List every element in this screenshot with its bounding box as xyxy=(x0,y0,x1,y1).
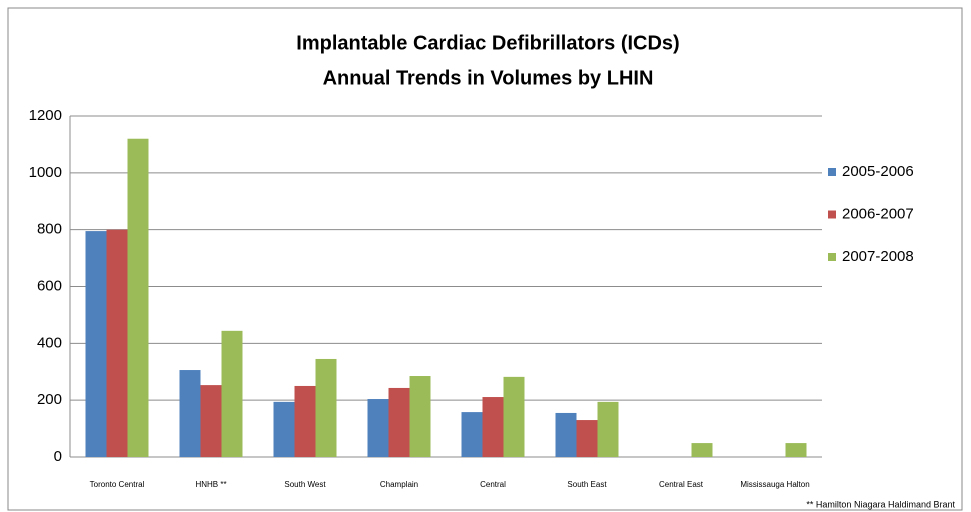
x-tick-label: Central xyxy=(480,480,506,489)
bar xyxy=(482,397,504,457)
x-tick-label: South West xyxy=(284,480,326,489)
x-tick-label: Mississauga Halton xyxy=(740,480,809,489)
y-tick-label: 800 xyxy=(37,221,62,238)
bar xyxy=(200,385,222,457)
bar xyxy=(273,401,295,457)
y-tick-label: 0 xyxy=(54,448,62,465)
bar xyxy=(785,443,807,457)
bar xyxy=(503,376,525,457)
bar xyxy=(221,330,243,457)
bar xyxy=(597,401,619,457)
bar xyxy=(179,370,201,457)
legend-swatch xyxy=(828,210,836,219)
bar xyxy=(555,412,577,457)
bar xyxy=(106,229,128,457)
bar xyxy=(294,385,316,457)
legend-swatch xyxy=(828,168,836,176)
annotation: ** Hamilton Niagara Haldimand Brant xyxy=(806,499,955,509)
legend-label: 2006-2007 xyxy=(842,205,914,222)
legend-label: 2007-2008 xyxy=(842,248,914,265)
y-tick-label: 400 xyxy=(37,334,62,351)
bar xyxy=(409,376,431,457)
bar xyxy=(315,358,337,457)
bar xyxy=(85,231,107,457)
x-tick-label: HNHB ** xyxy=(195,480,226,489)
x-tick-label: Champlain xyxy=(380,480,418,489)
x-tick-label: Central East xyxy=(659,480,704,489)
y-tick-label: 1000 xyxy=(29,164,62,181)
legend-swatch xyxy=(828,253,836,261)
y-tick-label: 1200 xyxy=(29,107,62,124)
x-tick-label: South East xyxy=(567,480,607,489)
bar xyxy=(576,420,598,457)
legend-label: 2005-2006 xyxy=(842,163,914,180)
y-tick-label: 600 xyxy=(37,277,62,294)
y-tick-label: 200 xyxy=(37,391,62,408)
bar xyxy=(388,387,410,457)
bar xyxy=(461,412,483,457)
bar xyxy=(691,443,713,457)
bar xyxy=(367,399,389,457)
x-tick-label: Toronto Central xyxy=(90,480,145,489)
bar xyxy=(127,138,149,457)
chart-title: Implantable Cardiac Defibrillators (ICDs… xyxy=(296,32,679,54)
chart-title: Annual Trends in Volumes by LHIN xyxy=(323,67,654,89)
